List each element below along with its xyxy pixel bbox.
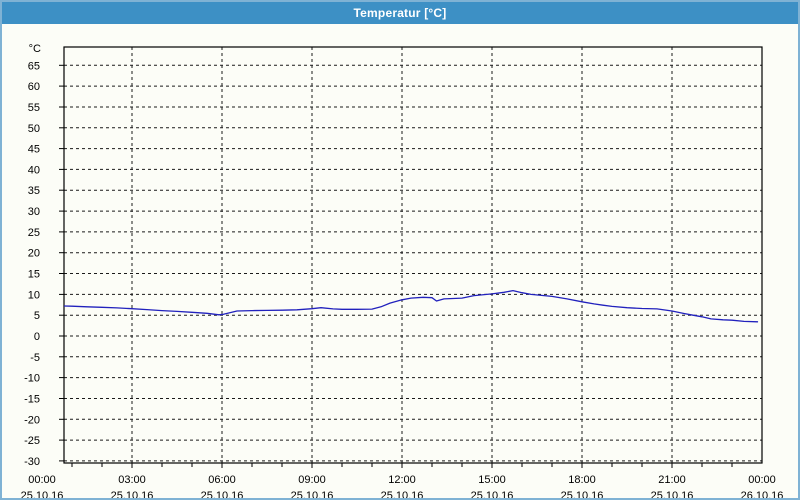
x-axis-date-label: 25.10.16 xyxy=(291,490,334,500)
x-axis-date-label: 25.10.16 xyxy=(651,490,694,500)
x-axis-date-label: 25.10.16 xyxy=(471,490,514,500)
x-axis-time-label: 12:00 xyxy=(388,474,416,486)
y-axis-label: 65 xyxy=(28,60,40,72)
x-axis-time-label: 06:00 xyxy=(208,474,236,486)
y-axis-label: -30 xyxy=(24,456,40,468)
x-axis-time-label: 00:00 xyxy=(28,474,56,486)
y-axis-label: 15 xyxy=(28,269,40,281)
x-axis-time-label: 03:00 xyxy=(118,474,146,486)
y-axis-label: 20 xyxy=(28,248,40,260)
x-axis-date-label: 25.10.16 xyxy=(381,490,424,500)
y-axis-label: 5 xyxy=(34,310,40,322)
y-axis-label: -10 xyxy=(24,373,40,385)
x-axis-time-label: 15:00 xyxy=(478,474,506,486)
x-axis-date-label: 25.10.16 xyxy=(111,490,154,500)
y-axis-label: -15 xyxy=(24,394,40,406)
y-unit-label: °C xyxy=(29,43,41,55)
x-axis-date-label: 25.10.16 xyxy=(201,490,244,500)
y-axis-label: -20 xyxy=(24,414,40,426)
y-axis-label: 25 xyxy=(28,227,40,239)
y-axis-label: 10 xyxy=(28,289,40,301)
x-axis-time-label: 21:00 xyxy=(658,474,686,486)
y-axis-label: 35 xyxy=(28,185,40,197)
x-axis-time-label: 00:00 xyxy=(748,474,776,486)
y-axis-label: 45 xyxy=(28,144,40,156)
y-axis-label: -25 xyxy=(24,435,40,447)
y-axis-label: 50 xyxy=(28,123,40,135)
temperature-line xyxy=(64,289,759,323)
x-axis-time-label: 09:00 xyxy=(298,474,326,486)
title-bar: Temperatur [°C] xyxy=(2,2,798,24)
y-axis-label: 0 xyxy=(34,331,40,343)
plot-border xyxy=(63,46,763,464)
y-axis-label: 55 xyxy=(28,102,40,114)
x-axis-date-label: 25.10.16 xyxy=(561,490,604,500)
x-axis-date-label: 26.10.16 xyxy=(741,490,784,500)
y-axis-label: 40 xyxy=(28,164,40,176)
window-title: Temperatur [°C] xyxy=(353,6,447,20)
x-axis-time-label: 18:00 xyxy=(568,474,596,486)
y-axis-label: 30 xyxy=(28,206,40,218)
x-axis-date-label: 25.10.16 xyxy=(21,490,64,500)
y-axis-label: -5 xyxy=(30,352,40,364)
y-axis-label: 60 xyxy=(28,81,40,93)
